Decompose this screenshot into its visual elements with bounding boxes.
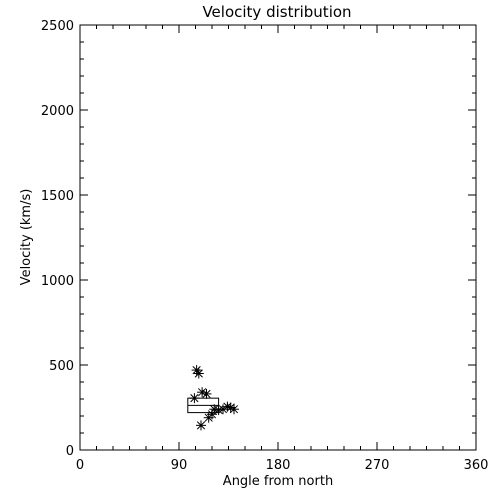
y-tick-label: 2000 <box>41 104 74 119</box>
data-points <box>189 365 239 431</box>
plot-frame <box>79 24 477 451</box>
data-point <box>196 420 206 431</box>
data-point <box>229 404 239 415</box>
y-tick-label: 2500 <box>41 19 74 34</box>
x-tick-label: 270 <box>365 458 390 473</box>
x-tick-label: 180 <box>266 458 291 473</box>
x-tick-label: 90 <box>171 458 188 473</box>
x-axis-label: Angle from north <box>223 474 333 489</box>
axis-ticks <box>79 24 477 451</box>
x-tick-labels: 0 90 180 270 360 <box>76 458 489 473</box>
y-tick-label: 1500 <box>41 189 74 204</box>
y-tick-label: 1000 <box>41 274 74 289</box>
y-axis-label: Velocity (km/s) <box>19 189 34 286</box>
x-tick-label: 0 <box>76 458 84 473</box>
data-point <box>201 388 212 399</box>
y-tick-labels: 0 500 1000 1500 2000 2500 <box>41 19 74 459</box>
x-tick-label: 360 <box>464 458 489 473</box>
y-tick-label: 0 <box>66 444 74 459</box>
data-point <box>189 393 200 404</box>
y-tick-label: 500 <box>49 359 74 374</box>
chart-title: Velocity distribution <box>202 3 351 21</box>
data-point <box>197 387 208 398</box>
data-point <box>193 368 204 379</box>
